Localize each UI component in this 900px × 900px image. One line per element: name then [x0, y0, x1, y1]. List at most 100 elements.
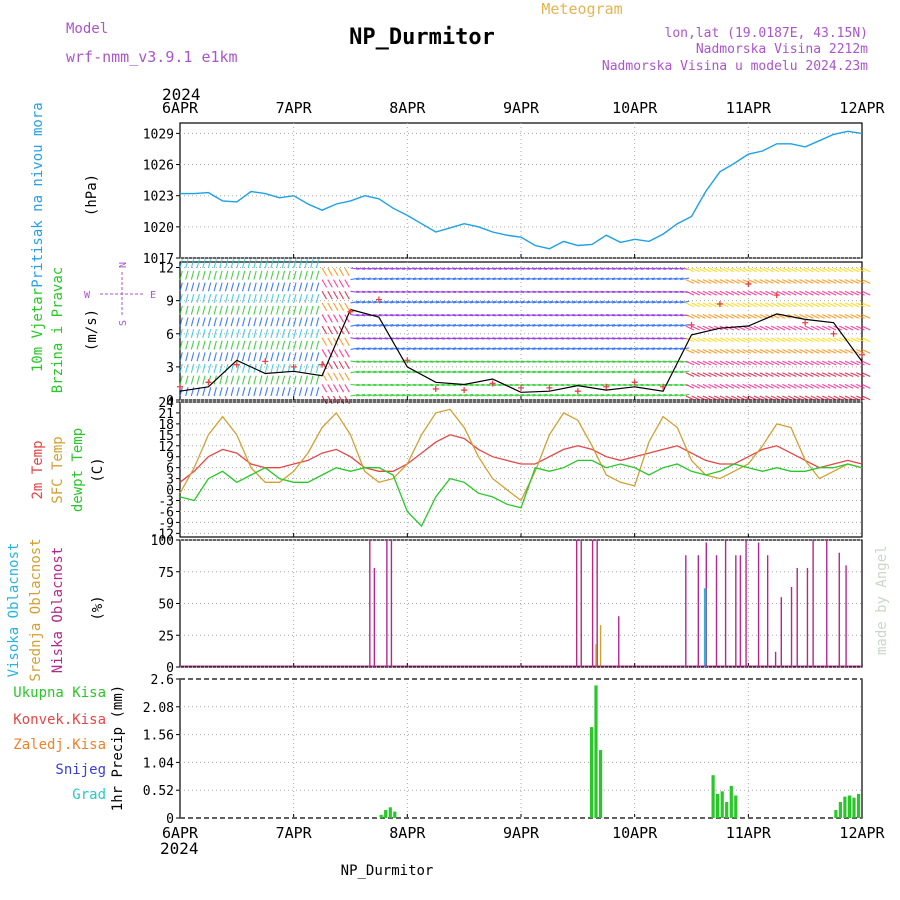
wind-barb: [787, 395, 797, 401]
wind-barb: [424, 370, 434, 374]
wind-barb: [520, 393, 530, 397]
wind-barb: [447, 347, 457, 350]
wind-barb: [532, 277, 542, 281]
wind-barb: [310, 340, 314, 350]
wind-barb: [691, 337, 700, 343]
wind-barb: [361, 300, 371, 304]
wind-barb: [384, 267, 394, 270]
wind-barb: [418, 277, 428, 281]
wind-barb: [674, 337, 684, 340]
wind-barb: [526, 290, 536, 294]
wind-barb: [213, 282, 217, 292]
wind-barb: [276, 270, 280, 280]
model-elevation-label: Nadmorska Visina u modelu 2024.23m: [602, 59, 868, 74]
wind-barb: [668, 360, 678, 363]
wind-barb: [338, 279, 345, 288]
wind-barb: [577, 337, 587, 340]
wind-barb: [634, 370, 644, 374]
compass-north-label: N: [118, 262, 129, 268]
wind-barb: [356, 300, 366, 304]
wind-barb: [276, 259, 280, 269]
wind-barb: [742, 383, 752, 389]
wind-barb: [350, 337, 360, 340]
y-tick-label: 1029: [143, 127, 174, 142]
wind-barb: [373, 300, 383, 304]
wind-barb: [634, 277, 644, 281]
wind-barb: [492, 290, 502, 294]
wind-barb: [833, 337, 842, 343]
wind-barb: [668, 393, 678, 397]
wind-barb: [224, 259, 229, 269]
wind-barb: [492, 277, 502, 281]
wind-barb: [361, 383, 371, 387]
wind-barb: [509, 370, 519, 374]
wind-barb: [589, 290, 599, 294]
wind-barb: [498, 324, 508, 327]
wind-barb: [640, 300, 650, 304]
wind-barb: [861, 290, 871, 296]
wind-barb: [378, 347, 388, 350]
y-tick-label: 3: [166, 473, 174, 488]
wind-barb: [839, 279, 848, 284]
precip-bar: [599, 750, 603, 818]
wind-barb: [492, 347, 502, 350]
wind-barb: [628, 393, 638, 397]
wind-barb: [315, 317, 320, 327]
wind-barb: [418, 337, 428, 340]
wind-barb: [247, 328, 252, 338]
wind-barb: [361, 337, 371, 340]
wind-barb: [219, 259, 223, 269]
wind-barb: [668, 290, 678, 294]
wind-barb: [804, 337, 814, 343]
wind-barb: [469, 383, 479, 387]
wind-barb: [213, 387, 217, 397]
wind-barb: [640, 347, 650, 350]
wind-barb: [685, 314, 695, 319]
wind-barb: [202, 328, 206, 338]
wind-barb: [452, 383, 462, 387]
wind-barb: [833, 267, 842, 273]
wind-barb: [623, 360, 633, 363]
y-tick-label: 0: [166, 812, 174, 827]
wind-barb: [469, 360, 479, 363]
wind-barb: [236, 328, 240, 338]
wind-barb: [452, 347, 462, 350]
wind-barb: [600, 370, 610, 374]
wind-barb: [202, 340, 206, 350]
wind-barb: [202, 352, 206, 362]
wind-barb: [696, 302, 706, 308]
y-tick-label: 9: [166, 451, 174, 466]
wind-barb: [441, 347, 451, 350]
wind-barb: [378, 300, 388, 304]
wind-barb: [844, 325, 854, 331]
wind-barb: [725, 325, 735, 331]
wind-barb: [566, 267, 576, 270]
wind-barb: [810, 360, 820, 366]
wind-barb: [498, 300, 508, 304]
wind-barb: [458, 290, 468, 294]
wind-barb: [753, 383, 763, 389]
wind-barb: [509, 324, 519, 327]
wind-barb: [651, 314, 661, 317]
wind-barb: [725, 360, 735, 366]
wind-barb: [731, 314, 740, 319]
wind-barb: [776, 360, 786, 366]
wind-barb: [793, 383, 803, 389]
wind-barb: [304, 352, 308, 362]
wind-barb: [469, 324, 479, 327]
wind-barb: [748, 267, 757, 273]
wind-barb: [492, 337, 502, 340]
wind-barb: [691, 360, 700, 366]
wind-barb: [691, 348, 700, 354]
wind-barb: [725, 302, 735, 308]
wind-barb: [628, 347, 638, 350]
wind-barb: [435, 300, 445, 304]
wind-barb: [492, 370, 502, 374]
wind-barb: [839, 290, 848, 296]
wind-barb: [685, 279, 695, 284]
wind-barb: [219, 352, 223, 362]
wind-barb: [270, 328, 274, 338]
wind-barb: [247, 340, 252, 350]
wind-barb: [196, 270, 200, 280]
wind-barb: [606, 370, 616, 374]
